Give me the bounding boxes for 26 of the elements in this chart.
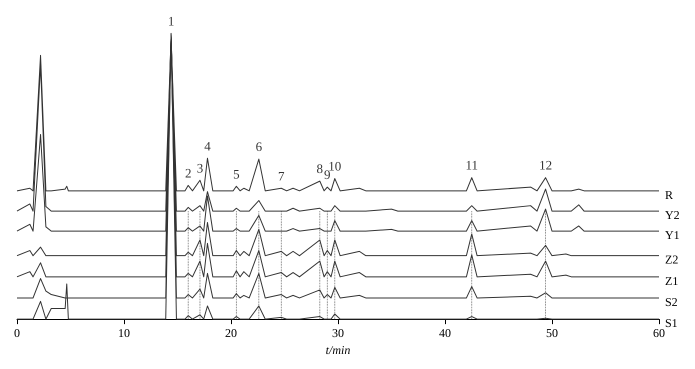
annotation: 7: [278, 168, 286, 184]
annotation: 4: [204, 138, 212, 154]
annotation: 12: [539, 158, 552, 173]
series-label: Y2: [665, 208, 680, 222]
x-tick-label: 10: [118, 326, 130, 340]
x-tick-label: 40: [439, 326, 451, 340]
x-axis-title: t/min: [326, 343, 350, 357]
annotation: 9: [324, 167, 331, 182]
series-label: Y1: [665, 228, 680, 242]
series-label: Z2: [665, 252, 678, 267]
series-label: S1: [665, 316, 678, 330]
annotation: 8: [316, 161, 324, 176]
annotation: 1: [168, 13, 174, 28]
annotation: 11: [465, 158, 478, 173]
x-tick-label: 60: [653, 326, 665, 340]
annotation: 6: [256, 139, 263, 154]
x-tick-label: 30: [332, 326, 344, 340]
x-tick-label: 50: [546, 326, 558, 340]
annotation: 3: [196, 160, 204, 176]
series-label: R: [665, 188, 674, 202]
annotation: 2: [184, 165, 192, 180]
x-tick-label: 0: [14, 326, 20, 340]
x-tick-label: 20: [225, 326, 237, 340]
annotation: 5: [233, 166, 240, 182]
series-label: Z1: [665, 274, 678, 288]
series-label: S2: [665, 294, 678, 309]
